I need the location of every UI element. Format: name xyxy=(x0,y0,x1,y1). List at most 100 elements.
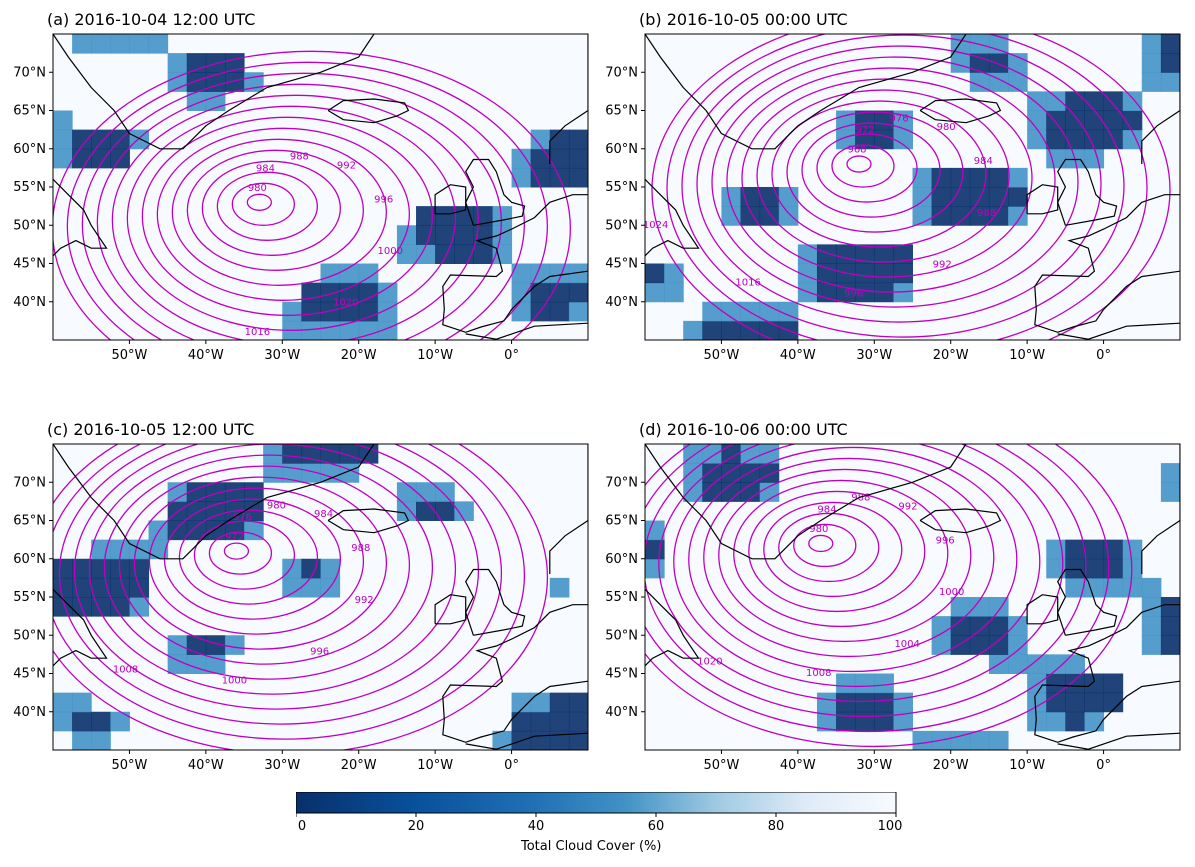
cloud-cell xyxy=(988,53,1009,73)
lat-tick-label: 50°N xyxy=(13,628,46,643)
cloud-cell xyxy=(301,558,321,579)
cloud-cell xyxy=(816,244,837,264)
isobar xyxy=(816,133,918,203)
cloud-cell xyxy=(759,463,780,483)
isobar-label: 996 xyxy=(936,535,955,546)
colorbar-tick-label: 20 xyxy=(408,819,425,832)
cloud-cell xyxy=(988,730,1009,750)
lat-tick-label: 65°N xyxy=(13,104,46,119)
lon-tick-label: 20°W xyxy=(933,758,969,773)
cloud-cell xyxy=(186,72,207,92)
lon-tick-label: 40°W xyxy=(188,758,224,773)
isobar xyxy=(793,523,857,568)
isobar-label: 988 xyxy=(851,493,870,504)
cloud-cell xyxy=(224,482,245,502)
isobar xyxy=(216,171,319,241)
cloud-cell xyxy=(893,129,913,150)
cloud-cell xyxy=(855,282,875,303)
colorbar: 0 20 40 60 80 100 Total Cloud Cover (%) xyxy=(295,791,916,854)
cloud-cell xyxy=(129,597,150,617)
isobar xyxy=(688,446,1018,673)
isobar xyxy=(223,542,250,560)
cloud-cell xyxy=(1008,53,1028,73)
isobar xyxy=(778,512,880,583)
cloud-cell xyxy=(1084,110,1105,131)
cloud-cell xyxy=(759,206,780,226)
cloud-cell xyxy=(511,282,532,303)
cloud-cell xyxy=(91,730,111,750)
cloud-cell xyxy=(53,597,73,617)
coastline xyxy=(465,322,588,340)
cloud-cell xyxy=(1027,654,1047,674)
cloud-cell xyxy=(645,282,665,303)
lon-tick-label: 10°W xyxy=(1009,758,1045,773)
cloud-cell xyxy=(549,301,570,322)
cloud-cell xyxy=(1008,635,1028,655)
cloud-cell xyxy=(893,244,913,264)
cloud-cell xyxy=(358,301,379,322)
isobar xyxy=(763,501,903,598)
cloud-cell xyxy=(358,444,379,464)
isobar-label: 1024 xyxy=(0,514,8,525)
isobar-label: 988 xyxy=(351,543,370,554)
cloud-cell xyxy=(511,148,532,169)
isobar xyxy=(681,34,1125,338)
cloud-cell xyxy=(931,616,952,636)
panel-a-title: (a) 2016-10-04 12:00 UTC xyxy=(47,10,256,29)
cloud-cell xyxy=(874,244,894,264)
cloud-cell xyxy=(664,282,684,303)
map-content: 972 976 980 984 988 992 996 1000 1008 1020 1024 xyxy=(0,444,588,750)
cloud-cell xyxy=(950,167,971,188)
cloud-cell xyxy=(568,167,588,188)
lat-tick-label: 65°N xyxy=(605,514,638,529)
cloud-cell xyxy=(816,692,837,713)
cloud-cell xyxy=(530,167,551,188)
cloud-cell xyxy=(339,320,360,340)
map-content: 968 972 976 980 984 988 992 996 1016 1024 xyxy=(645,34,1180,340)
cloud-cell xyxy=(110,34,130,54)
cloud-cell xyxy=(1122,539,1143,560)
cloud-cell xyxy=(1141,53,1162,73)
lat-tick-label: 60°N xyxy=(605,552,638,567)
cloud-cell xyxy=(53,558,73,579)
isobar-label: 1004 xyxy=(894,639,919,650)
cloud-cell xyxy=(931,187,952,207)
lon-tick-label: 50°W xyxy=(111,348,147,363)
cloud-cell xyxy=(339,282,360,303)
cloud-cell xyxy=(893,692,913,713)
cloud-cell xyxy=(72,711,92,732)
cloud-cell xyxy=(396,225,417,245)
panel-c: (c) 2016-10-05 12:00 UTC 972 976 980 984 988… xyxy=(0,410,597,790)
cloud-cell xyxy=(874,110,894,131)
colorbar-tick-label: 100 xyxy=(878,819,903,832)
isobar-label: 988 xyxy=(290,152,309,163)
isobar xyxy=(81,72,525,340)
cloud-cell xyxy=(244,520,264,541)
cloud-cell xyxy=(129,558,150,579)
lon-tick-label: 30°W xyxy=(856,348,892,363)
lon-tick-label: 0° xyxy=(1096,348,1111,363)
coastline xyxy=(53,588,108,667)
cloud-cell xyxy=(1160,53,1180,73)
cloud-cell xyxy=(110,711,130,732)
cloud-cell xyxy=(53,711,73,732)
cloud-cell xyxy=(244,501,264,521)
cloud-cell xyxy=(1027,711,1047,732)
isobar xyxy=(201,160,342,256)
cloud-cell xyxy=(492,206,513,226)
isobar-label: 992 xyxy=(337,160,356,171)
cloud-cell xyxy=(396,482,417,502)
cloud-cell xyxy=(511,301,532,322)
cloud-cell xyxy=(874,129,894,150)
colorbar-gradient xyxy=(295,791,897,814)
cloud-cell xyxy=(950,635,971,655)
cloud-cell xyxy=(568,711,588,732)
lat-tick-label: 55°N xyxy=(605,180,638,195)
cloud-cell xyxy=(416,482,436,502)
isobar xyxy=(208,531,273,575)
isobar-label: 988 xyxy=(977,208,996,219)
coastline xyxy=(549,444,588,574)
lat-tick-label: 50°N xyxy=(13,218,46,233)
cloud-cell xyxy=(377,282,398,303)
cloud-cell xyxy=(1027,673,1047,694)
